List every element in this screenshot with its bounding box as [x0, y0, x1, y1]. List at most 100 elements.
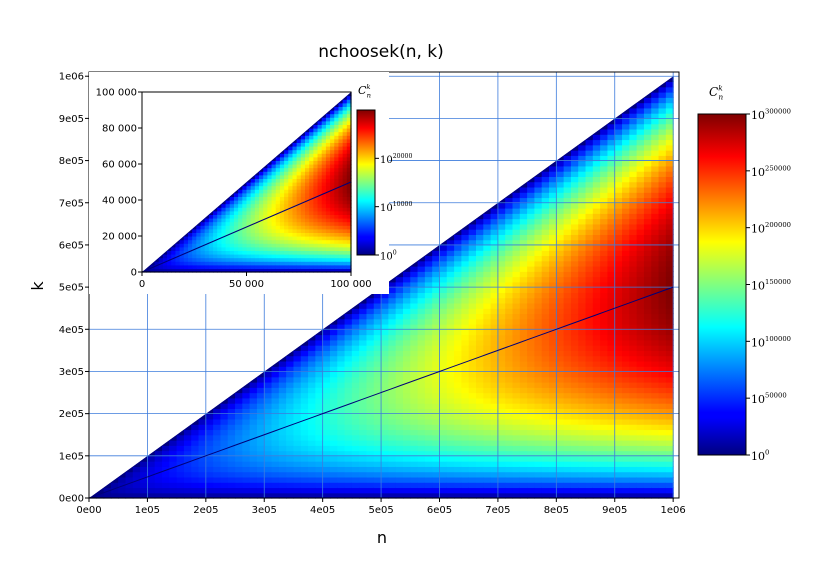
heat-cell [279, 225, 285, 230]
heat-cell [271, 243, 277, 248]
heat-cell [519, 292, 528, 299]
heat-cell [267, 261, 273, 266]
heat-cell [622, 313, 630, 320]
heat-cell [158, 257, 164, 262]
heat-cell [600, 350, 609, 357]
heat-cell [658, 429, 667, 436]
heat-cell [468, 387, 477, 394]
heat-cell [322, 429, 331, 436]
heat-cell [334, 210, 340, 215]
heat-cell [483, 450, 492, 457]
heat-cell [622, 413, 630, 420]
heat-cell [246, 257, 252, 262]
heat-cell [614, 324, 623, 330]
heat-cell [454, 229, 462, 235]
heat-cell [446, 281, 455, 288]
heat-cell [200, 261, 206, 266]
heat-cell [446, 492, 455, 499]
heat-cell [196, 221, 202, 226]
heat-cell [288, 182, 294, 187]
heat-cell [541, 450, 550, 457]
heat-cell [221, 264, 227, 269]
heat-cell [284, 182, 289, 187]
heat-cell [629, 450, 638, 457]
heat-cell [600, 255, 609, 262]
heat-cell [395, 382, 404, 388]
heat-cell [242, 466, 251, 473]
heat-cell [249, 403, 258, 409]
heat-cell [563, 281, 572, 288]
heat-cell [505, 329, 514, 336]
heat-cell [254, 182, 260, 187]
heat-cell [490, 492, 499, 499]
heat-cell [519, 418, 528, 425]
heat-cell [578, 276, 587, 283]
heat-cell [191, 445, 200, 452]
heat-cell [388, 471, 397, 478]
heat-cell [205, 445, 214, 452]
heat-cell [125, 476, 134, 483]
heat-cell [592, 202, 601, 209]
heat-cell [208, 243, 214, 248]
heat-cell [308, 397, 316, 404]
heat-cell [315, 387, 324, 394]
heat-cell [505, 234, 514, 241]
heat-cell [527, 250, 536, 257]
heat-cell [233, 268, 239, 273]
heat-cell [279, 236, 285, 241]
heat-cell [446, 392, 455, 399]
heat-cell [208, 264, 214, 269]
heat-cell [337, 450, 346, 457]
heat-cell [497, 229, 506, 235]
heat-cell [220, 461, 229, 467]
heat-cell [651, 176, 660, 183]
heat-cell [259, 196, 264, 201]
heat-cell [497, 324, 506, 330]
heat-cell [556, 355, 565, 362]
heat-cell [519, 297, 528, 304]
heat-cell [402, 418, 411, 425]
heat-cell [288, 250, 294, 255]
heat-cell [585, 355, 594, 362]
heat-cell [279, 196, 285, 201]
heat-cell [578, 139, 587, 146]
heat-cell [622, 223, 630, 230]
heat-cell [461, 266, 470, 272]
heat-cell [183, 482, 192, 489]
heat-cell [250, 239, 256, 244]
heat-cell [402, 329, 411, 336]
heat-cell [338, 138, 344, 143]
heat-cell [402, 371, 411, 378]
heat-cell [220, 440, 229, 446]
heat-cell [264, 424, 273, 431]
heat-cell [233, 264, 239, 269]
heat-cell [250, 232, 256, 237]
heat-cell [607, 208, 616, 214]
heat-cell [309, 236, 314, 241]
colorbar-label: Ck n [709, 84, 723, 102]
heat-cell [622, 287, 630, 293]
heat-cell [600, 466, 609, 473]
heat-cell [89, 492, 97, 499]
heat-cell [658, 234, 667, 241]
colorbar-tick-label: 1020000 [380, 153, 412, 166]
heat-cell [424, 413, 433, 420]
heat-cell [284, 167, 289, 172]
chart-title: nchoosek(n, k) [318, 42, 444, 62]
heat-cell [607, 150, 616, 156]
heat-cell [651, 218, 660, 225]
heat-cell [461, 424, 470, 431]
heat-cell [284, 153, 289, 158]
heat-cell [410, 313, 419, 320]
heat-cell [402, 324, 411, 330]
heat-cell [512, 308, 521, 315]
heat-cell [563, 229, 572, 235]
heat-cell [254, 218, 260, 223]
heat-cell [585, 492, 594, 499]
heat-cell [643, 308, 652, 315]
heat-cell [322, 345, 331, 351]
heat-cell [284, 200, 289, 205]
heat-cell [204, 257, 210, 262]
heat-cell [388, 292, 397, 299]
heat-cell [330, 106, 335, 111]
